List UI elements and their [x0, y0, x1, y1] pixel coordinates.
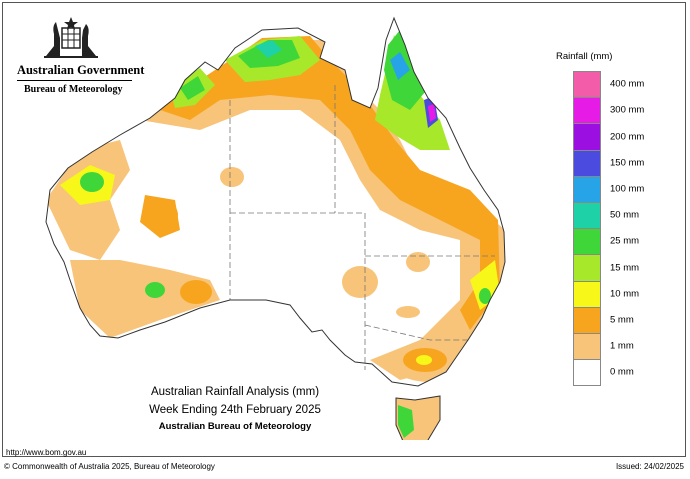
legend-title: Rainfall (mm)	[556, 51, 613, 62]
issued-date: Issued: 24/02/2025	[615, 462, 684, 471]
legend-label: 50 mm	[610, 209, 640, 221]
legend-label: 100 mm	[610, 183, 645, 195]
legend-swatch	[573, 123, 601, 150]
legend-label: 300 mm	[610, 104, 645, 116]
legend-swatch	[573, 175, 601, 202]
legend-label: 5 mm	[610, 314, 634, 326]
legend-label: 1 mm	[610, 340, 634, 352]
rainfall-map	[45, 17, 506, 440]
coat-of-arms-logo	[44, 17, 98, 58]
legend-swatch	[573, 332, 601, 360]
website-link[interactable]: http://www.bom.gov.au	[6, 448, 87, 457]
map-source: Australian Bureau of Meteorology	[158, 421, 312, 432]
legend-label: 200 mm	[610, 131, 645, 142]
legend-label: 400 mm	[610, 78, 645, 90]
legend-label: 150 mm	[610, 157, 645, 169]
legend-swatch	[573, 254, 601, 281]
legend-label: 0 mm	[610, 366, 634, 378]
title-divider	[17, 80, 132, 81]
map-title: Australian Rainfall Analysis (mm)	[150, 386, 320, 398]
legend-swatch	[573, 97, 601, 124]
government-title: Australian Government	[17, 63, 145, 77]
bureau-title: Bureau of Meteorology	[24, 84, 123, 95]
legend-swatch	[573, 201, 601, 229]
copyright-text: © Commonwealth of Australia 2025, Bureau…	[4, 462, 215, 471]
legend-swatch	[573, 149, 601, 176]
map-period: Week Ending 24th February 2025	[149, 404, 321, 416]
legend-swatch	[573, 306, 601, 333]
legend-swatch	[573, 71, 601, 98]
legend-label: 10 mm	[610, 288, 640, 300]
legend-scale	[573, 71, 601, 387]
map-frame	[2, 2, 686, 457]
legend-swatch	[573, 359, 601, 387]
legend-label: 15 mm	[610, 262, 640, 273]
legend-swatch	[573, 228, 601, 255]
legend-swatch	[573, 280, 601, 307]
legend-label: 25 mm	[610, 235, 640, 247]
